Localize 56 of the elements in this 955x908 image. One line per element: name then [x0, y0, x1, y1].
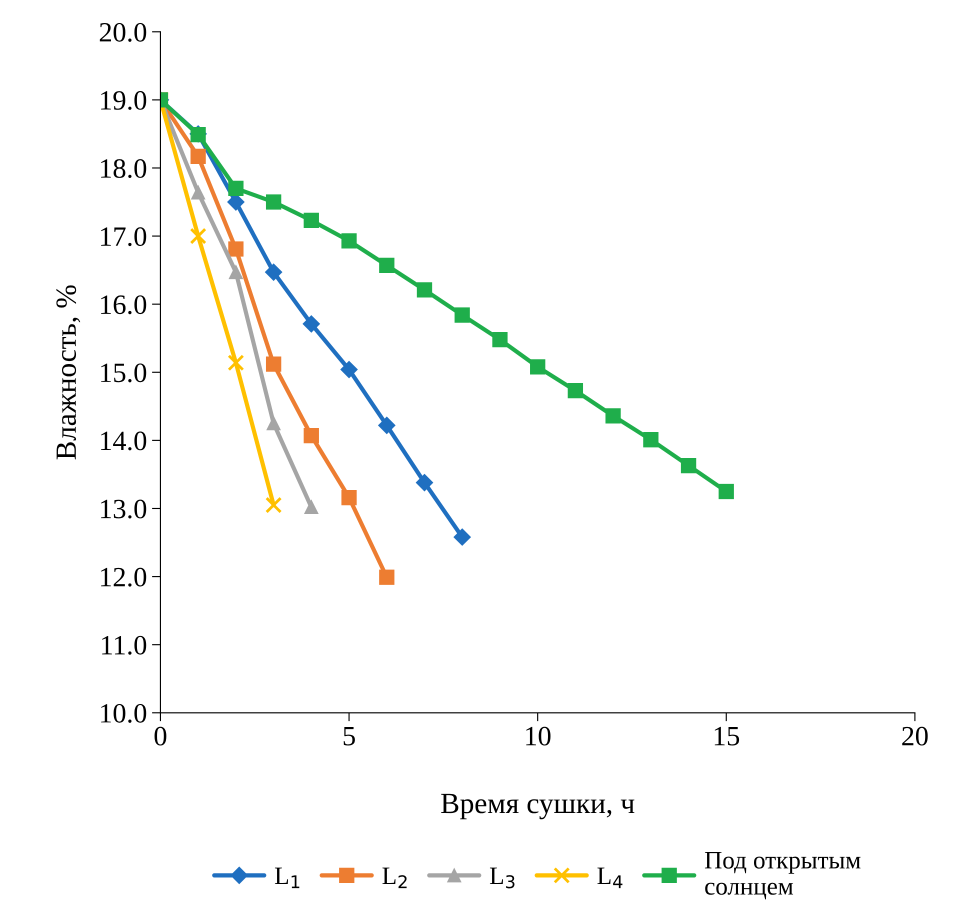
y-tick-label: 17.0 — [101, 227, 146, 246]
x-tick-label: 10 — [526, 726, 550, 746]
y-tick-label: 14.0 — [101, 432, 146, 450]
point — [718, 484, 734, 500]
point — [266, 356, 282, 372]
y-axis-title: Влажность, % — [56, 285, 80, 460]
point — [228, 180, 244, 196]
y-tick-label: 20.0 — [100, 22, 146, 42]
y-tick-label: 15.0 — [101, 363, 146, 382]
legend-label: Под открытым солнцем — [704, 852, 861, 900]
point — [191, 186, 206, 200]
x-tick-label: 0 — [154, 726, 166, 746]
x-axis-title: Время сушки, ч — [441, 794, 634, 820]
x-tick-label: 20 — [902, 726, 928, 746]
point — [378, 416, 396, 434]
y-tick-label: 10.0 — [101, 704, 146, 723]
point — [266, 416, 281, 430]
y-tick-label: 16.0 — [101, 295, 146, 314]
point — [379, 570, 394, 585]
point — [416, 474, 434, 492]
point — [643, 432, 658, 448]
point — [341, 490, 357, 506]
point — [340, 361, 358, 378]
point — [228, 354, 244, 372]
point — [265, 496, 282, 514]
y-tick-label: 13.0 — [101, 500, 146, 519]
point — [304, 212, 319, 228]
y-tick-label: 11.0 — [102, 636, 146, 655]
point — [190, 148, 206, 164]
legend-label: L$_{4}$ — [597, 868, 622, 888]
point — [302, 315, 320, 332]
legend-label: L$_{1}$ — [274, 868, 300, 888]
point — [605, 408, 621, 424]
point — [266, 194, 282, 210]
legend-label: L$_{3}$ — [490, 868, 514, 888]
point — [228, 265, 243, 280]
x-tick-label: 15 — [714, 726, 740, 746]
point — [530, 359, 546, 374]
x-tick-label: 5 — [344, 727, 355, 746]
y-tick-label: 18.0 — [101, 159, 146, 178]
point — [416, 282, 432, 298]
point — [190, 228, 206, 244]
point — [304, 500, 318, 514]
point — [265, 264, 282, 281]
point — [568, 383, 584, 398]
legend-label: L$_{2}$ — [382, 868, 407, 888]
point — [454, 307, 470, 323]
point — [492, 332, 508, 348]
point — [304, 428, 319, 444]
point — [341, 233, 357, 248]
point — [454, 528, 471, 546]
point — [680, 458, 696, 474]
y-tick-label: 19.0 — [101, 91, 146, 110]
point — [379, 258, 394, 273]
y-tick-label: 12.0 — [101, 568, 146, 587]
point — [228, 241, 244, 257]
